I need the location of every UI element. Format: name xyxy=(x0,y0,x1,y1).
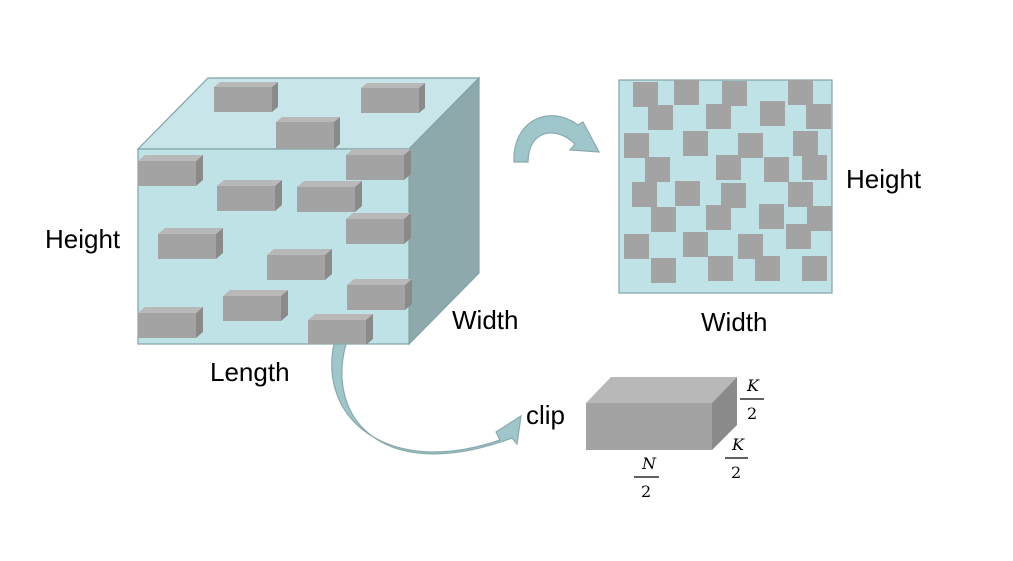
slice-square xyxy=(716,155,741,180)
slice-width-label: Width xyxy=(701,307,767,337)
clip-block-front xyxy=(586,403,712,450)
front-block xyxy=(346,213,411,244)
slice-square xyxy=(706,104,731,129)
slice-square xyxy=(645,157,670,182)
slice-square xyxy=(793,131,818,156)
slice-squares xyxy=(624,80,832,283)
fraction-denominator: 2 xyxy=(731,463,741,482)
slice-square xyxy=(807,206,832,231)
slice-square xyxy=(759,204,784,229)
slice-square xyxy=(651,207,676,232)
cube-length-label: Length xyxy=(210,357,290,387)
cube-width-label: Width xyxy=(452,305,518,335)
top-block xyxy=(214,82,278,112)
clip-block-top xyxy=(586,377,737,403)
slice-square xyxy=(706,205,731,230)
clip-block xyxy=(586,377,737,450)
slice-square xyxy=(786,224,811,249)
fraction-numerator: K xyxy=(731,435,745,454)
fraction-k-over-2-bottom: K 2 xyxy=(725,435,748,482)
data-cube xyxy=(136,76,481,346)
clip-arrow-icon xyxy=(331,343,522,455)
slice-square xyxy=(738,133,763,158)
front-block xyxy=(297,181,362,212)
front-block xyxy=(158,228,223,259)
cube-height-label: Height xyxy=(45,224,121,254)
slice-square xyxy=(721,183,746,208)
clip-block-side xyxy=(712,377,737,450)
front-block xyxy=(308,314,373,345)
slice-square xyxy=(760,101,785,126)
fraction-k-over-2-top: K 2 xyxy=(740,376,764,423)
fraction-denominator: 2 xyxy=(747,404,757,423)
slice-height-label: Height xyxy=(846,164,922,194)
slice-square xyxy=(633,82,658,107)
clip-label: clip xyxy=(526,400,565,430)
slice-square xyxy=(802,256,827,281)
slice-square xyxy=(632,182,657,207)
front-block xyxy=(138,155,203,186)
slice-square xyxy=(674,80,699,105)
slice-square xyxy=(806,104,831,129)
front-block xyxy=(223,290,288,321)
front-block xyxy=(217,180,282,211)
top-block xyxy=(276,117,340,149)
fraction-n-over-2: N 2 xyxy=(634,454,659,501)
top-block xyxy=(361,83,425,113)
slice-square xyxy=(722,81,747,106)
fraction-numerator: K xyxy=(746,376,760,395)
slice-square xyxy=(648,105,673,130)
fraction-denominator: 2 xyxy=(641,482,651,501)
slice-square xyxy=(738,234,763,259)
rotate-arrow-icon xyxy=(513,115,601,163)
slice-square xyxy=(788,80,813,105)
slice-square xyxy=(624,234,649,259)
slice-square xyxy=(755,256,780,281)
slice-square xyxy=(802,155,827,180)
slice-square xyxy=(764,157,789,182)
slice-panel xyxy=(618,79,833,294)
slice-square xyxy=(624,133,649,158)
slice-square xyxy=(651,258,676,283)
front-block xyxy=(347,279,412,310)
slice-square xyxy=(708,256,733,281)
slice-square xyxy=(788,182,813,207)
slice-square xyxy=(675,181,700,206)
slice-square xyxy=(683,131,708,156)
slice-square xyxy=(683,232,708,257)
front-block xyxy=(346,149,411,180)
front-block xyxy=(267,249,332,280)
fraction-numerator: N xyxy=(641,454,657,473)
front-block xyxy=(138,307,203,338)
